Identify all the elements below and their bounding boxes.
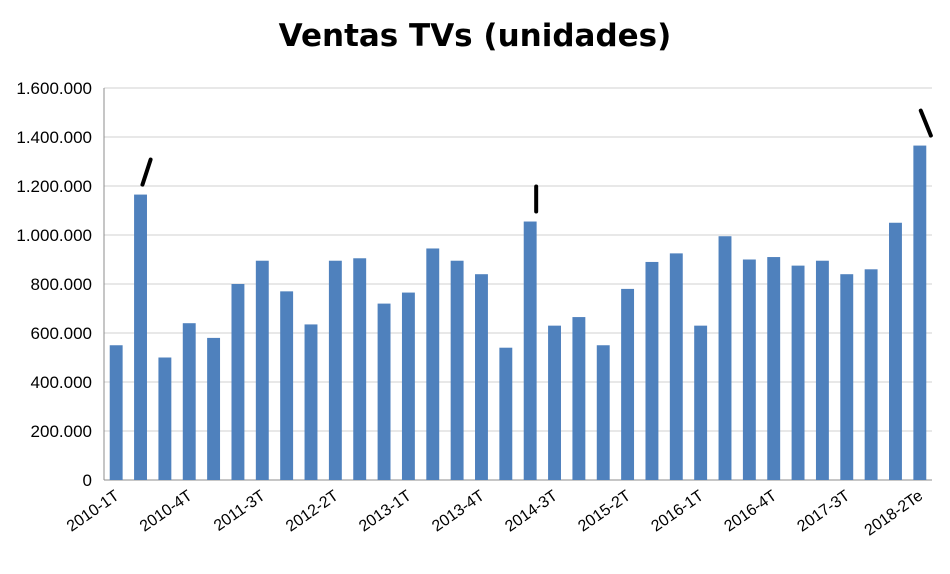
bar-2012-1T bbox=[304, 324, 318, 480]
bar-2014-3T bbox=[548, 325, 561, 480]
bar-2017-4T bbox=[864, 269, 878, 480]
x-tick-label: 2015-2T bbox=[575, 487, 634, 535]
y-tick-label: 0 bbox=[83, 471, 92, 490]
x-tick-label: 2016-4T bbox=[721, 487, 780, 535]
bar-2018-2Te bbox=[913, 145, 927, 480]
bar-2014-2T bbox=[523, 221, 537, 480]
bar-2011-3T bbox=[255, 260, 269, 480]
x-tick-label: 2016-1T bbox=[648, 487, 707, 535]
bar-2017-1T bbox=[791, 265, 805, 480]
chart-title: Ventas TVs (unidades) bbox=[278, 18, 672, 54]
y-tick-label: 1.600.000 bbox=[16, 79, 92, 98]
bar-2010-1T bbox=[109, 345, 123, 480]
y-tick-labels: 0 200.000 400.000 600.000 800.000 1.000.000 1.… bbox=[16, 79, 92, 490]
x-tick-label: 2012-2T bbox=[283, 487, 342, 535]
bar-2012-2T bbox=[328, 260, 342, 480]
bar-2016-2T bbox=[718, 236, 732, 480]
x-tick-label: 2010-4T bbox=[137, 487, 196, 535]
bar-2013-3T bbox=[450, 260, 464, 480]
bar-2015-3T bbox=[645, 261, 659, 480]
bar-2016-3T bbox=[742, 259, 756, 480]
y-tick-label: 400.000 bbox=[31, 373, 92, 392]
x-tick-label: 2018-2Te bbox=[862, 487, 926, 539]
bar-2018-1T bbox=[889, 222, 902, 480]
bar-2014-4T bbox=[572, 317, 586, 480]
bar-2015-1T bbox=[596, 345, 610, 480]
bar-2016-1T bbox=[694, 325, 708, 480]
bar-2017-2T bbox=[815, 260, 829, 480]
y-tick-label: 600.000 bbox=[31, 324, 92, 343]
bar-2010-2T bbox=[134, 194, 147, 480]
bar-2011-4T bbox=[280, 291, 294, 480]
y-tick-label: 1.200.000 bbox=[16, 177, 92, 196]
grid-lines bbox=[104, 87, 932, 432]
bar-2015-2T bbox=[621, 288, 635, 480]
y-tick-label: 200.000 bbox=[31, 422, 92, 441]
bar-2011-2T bbox=[231, 284, 245, 480]
x-tick-label: 2017-3T bbox=[794, 487, 853, 535]
bar-2014-1T bbox=[499, 347, 513, 480]
annotation-mark bbox=[140, 157, 153, 187]
x-tick-label: 2013-4T bbox=[429, 487, 488, 535]
bar-2013-4T bbox=[475, 274, 488, 480]
bar-2013-2T bbox=[426, 248, 440, 480]
x-tick-labels: 2010-1T 2010-4T 2011-3T 2012-2T 2013-1T 2013-… bbox=[64, 487, 926, 539]
x-tick-label: 2013-1T bbox=[356, 487, 415, 535]
y-tick-label: 1.000.000 bbox=[16, 226, 92, 245]
annotation-mark bbox=[918, 108, 933, 138]
bars bbox=[109, 145, 927, 480]
x-tick-label: 2010-1T bbox=[64, 487, 123, 535]
x-tick-label: 2014-3T bbox=[502, 487, 561, 535]
bar-2013-1T bbox=[401, 292, 415, 480]
bar-2012-4T bbox=[377, 303, 391, 480]
bar-2010-4T bbox=[182, 323, 196, 480]
bar-2016-4T bbox=[767, 257, 781, 480]
bar-2011-1T bbox=[207, 337, 221, 480]
bar-2012-3T bbox=[353, 258, 367, 480]
x-tick-label: 2011-3T bbox=[211, 487, 269, 535]
y-tick-label: 1.400.000 bbox=[16, 128, 92, 147]
y-tick-label: 800.000 bbox=[31, 275, 92, 294]
annotations bbox=[140, 108, 933, 214]
bar-2017-3T bbox=[840, 274, 854, 480]
bar-2015-4T bbox=[669, 253, 683, 480]
bar-2010-3T bbox=[158, 357, 172, 480]
